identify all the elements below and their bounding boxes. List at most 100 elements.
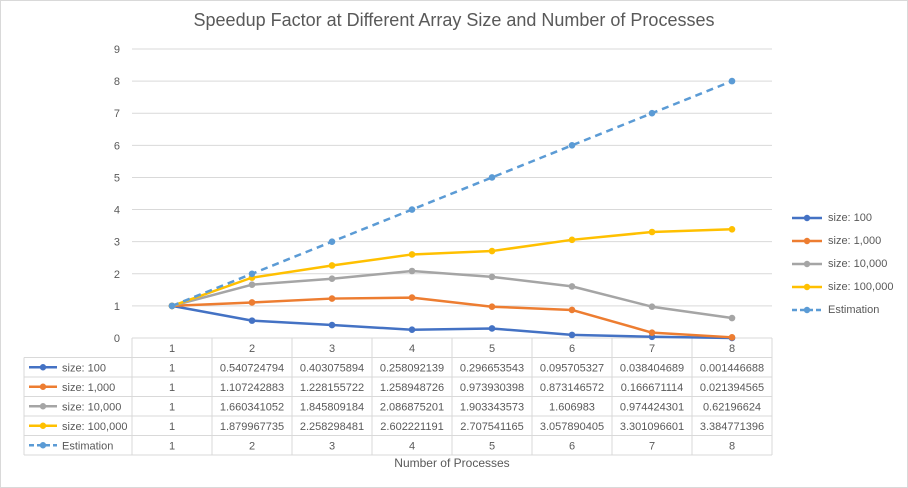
y-tick-label-7: 7 xyxy=(114,108,120,120)
y-tick-label-6: 6 xyxy=(114,140,120,152)
table-cell-4-5: 6 xyxy=(569,440,575,452)
data-point-2-7 xyxy=(728,314,736,322)
legend-key-1 xyxy=(792,237,822,244)
data-point-0-4 xyxy=(488,325,496,332)
series-line-3 xyxy=(171,228,733,308)
table-cell-3-1: 1.879967735 xyxy=(220,421,284,433)
table-cell-2-5: 1.606983 xyxy=(549,401,595,413)
legend-label-4: Estimation xyxy=(828,303,880,316)
data-point-3-5 xyxy=(568,236,576,244)
data-point-4-0 xyxy=(168,302,176,310)
data-point-1-1 xyxy=(248,299,256,306)
x-tick-label-8: 8 xyxy=(729,343,735,355)
data-point-2-6 xyxy=(648,303,656,311)
data-point-1-7 xyxy=(728,334,736,341)
table-cell-0-2: 0.403075894 xyxy=(300,362,364,374)
legend-key-marker-4 xyxy=(803,306,811,313)
table-cell-0-0: 1 xyxy=(169,362,175,374)
series-line-1 xyxy=(171,296,733,339)
table-cell-3-7: 3.384771396 xyxy=(700,421,764,433)
x-tick-label-1: 1 xyxy=(169,343,175,355)
table-cell-3-3: 2.602221191 xyxy=(380,421,443,433)
legend-item-0: size: 100 xyxy=(790,206,893,229)
data-point-2-4 xyxy=(488,273,496,281)
table-cell-3-5: 3.057890405 xyxy=(540,421,604,433)
data-point-3-6 xyxy=(648,228,656,236)
legend-key-4 xyxy=(792,306,822,313)
table-key-marker-2 xyxy=(39,403,47,410)
table-cell-0-4: 0.296653543 xyxy=(460,362,524,374)
table-cell-4-0: 1 xyxy=(169,440,175,452)
y-tick-label-8: 8 xyxy=(114,76,120,88)
data-point-1-2 xyxy=(328,295,336,302)
table-key-marker-4 xyxy=(39,442,47,449)
legend-item-4: Estimation xyxy=(790,298,893,321)
data-point-1-4 xyxy=(488,303,496,311)
table-cell-0-7: 0.001446688 xyxy=(700,362,764,374)
table-cell-1-6: 0.166671114 xyxy=(621,382,684,394)
table-series-name-0: size: 100 xyxy=(62,362,106,374)
table-cell-4-1: 2 xyxy=(249,440,255,452)
series-line-4 xyxy=(171,79,733,308)
table-cell-2-3: 2.086875201 xyxy=(380,401,444,413)
table-cell-4-7: 8 xyxy=(729,440,735,452)
legend-label-1: size: 1,000 xyxy=(828,234,882,247)
data-point-3-7 xyxy=(728,226,736,233)
table-cell-1-0: 1 xyxy=(169,382,175,394)
table-series-name-2: size: 10,000 xyxy=(62,401,121,413)
data-point-0-1 xyxy=(248,317,256,324)
data-point-4-5 xyxy=(568,142,576,149)
legend-item-3: size: 100,000 xyxy=(790,275,893,298)
y-tick-label-0: 0 xyxy=(114,333,120,345)
table-series-name-4: Estimation xyxy=(62,440,113,452)
data-point-4-3 xyxy=(408,206,416,213)
data-point-4-6 xyxy=(648,109,656,117)
x-tick-label-7: 7 xyxy=(649,343,655,355)
table-series-name-1: size: 1,000 xyxy=(62,382,115,394)
table-cell-3-0: 1 xyxy=(169,421,175,433)
x-tick-label-3: 3 xyxy=(329,343,335,355)
data-point-4-1 xyxy=(248,270,256,278)
legend-label-2: size: 10,000 xyxy=(828,257,888,270)
table-cell-1-3: 1.258948726 xyxy=(380,382,444,394)
x-tick-label-5: 5 xyxy=(489,343,495,355)
table-cell-2-4: 1.903343573 xyxy=(460,401,524,413)
legend-label-0: size: 100 xyxy=(828,211,873,224)
table-cell-4-6: 7 xyxy=(649,440,655,452)
data-point-0-5 xyxy=(568,331,576,339)
legend: size: 100 size: 1,000 size: 10,000 size: 10… xyxy=(790,206,893,321)
y-tick-label-9: 9 xyxy=(114,44,120,56)
table-series-name-3: size: 100,000 xyxy=(62,421,127,433)
legend-item-1: size: 1,000 xyxy=(790,229,893,252)
legend-key-0 xyxy=(792,214,822,221)
table-cell-2-2: 1.845809184 xyxy=(300,401,364,413)
data-point-3-3 xyxy=(408,251,416,258)
data-point-1-5 xyxy=(568,306,576,314)
legend-key-marker-0 xyxy=(803,214,811,221)
data-point-3-4 xyxy=(488,247,496,255)
y-tick-label-5: 5 xyxy=(114,172,120,184)
data-point-2-1 xyxy=(248,281,256,288)
table-cell-4-3: 4 xyxy=(409,440,415,452)
legend-item-2: size: 10,000 xyxy=(790,252,893,275)
data-point-0-2 xyxy=(328,321,336,329)
y-tick-label-3: 3 xyxy=(114,237,120,249)
table-cell-1-2: 1.228155722 xyxy=(300,382,364,394)
data-point-2-3 xyxy=(408,267,416,275)
x-axis-label: Number of Processes xyxy=(394,456,510,470)
data-point-1-3 xyxy=(408,294,416,301)
table-key-marker-3 xyxy=(39,422,47,429)
legend-label-3: size: 100,000 xyxy=(828,280,894,293)
table-cell-1-1: 1.107242883 xyxy=(220,382,284,394)
table-cell-1-4: 0.973930398 xyxy=(460,382,524,394)
x-tick-label-6: 6 xyxy=(569,343,575,355)
table-key-marker-1 xyxy=(39,383,47,390)
y-tick-label-4: 4 xyxy=(114,205,120,217)
table-cell-2-7: 0.62196624 xyxy=(703,401,761,413)
y-tick-label-2: 2 xyxy=(114,269,120,281)
data-point-4-2 xyxy=(328,238,336,245)
chart-title: Speedup Factor at Different Array Size a… xyxy=(193,10,715,30)
data-point-0-3 xyxy=(408,326,416,334)
data-point-3-2 xyxy=(328,262,336,269)
